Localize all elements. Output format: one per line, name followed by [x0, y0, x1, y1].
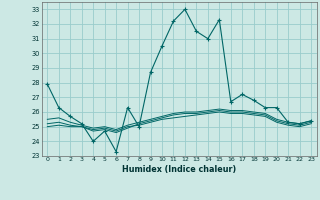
X-axis label: Humidex (Indice chaleur): Humidex (Indice chaleur) — [122, 165, 236, 174]
